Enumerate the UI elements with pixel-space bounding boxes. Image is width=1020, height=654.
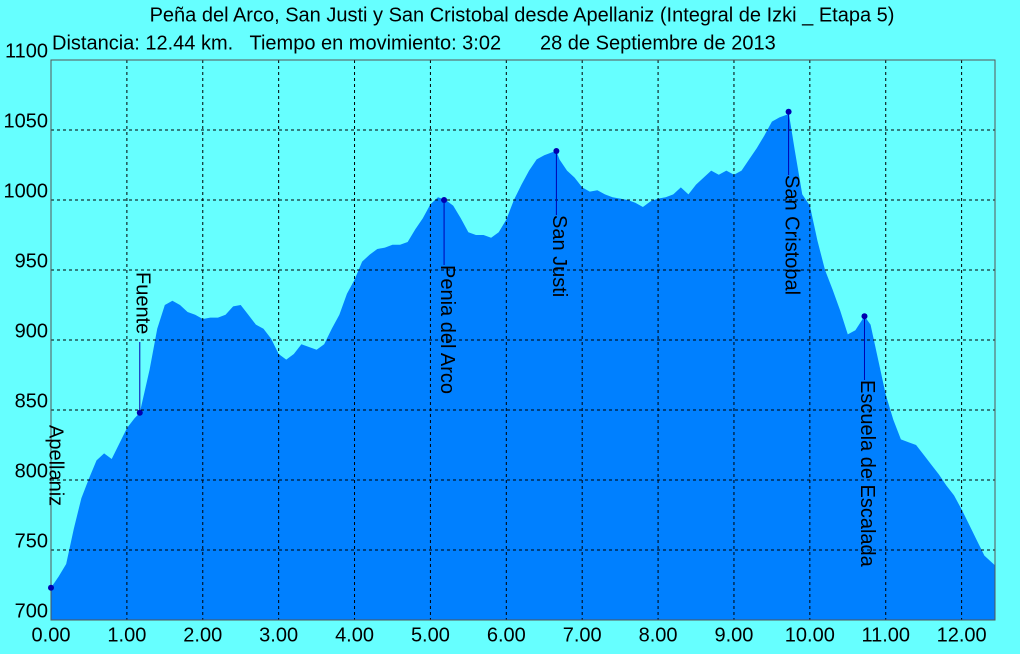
waypoint-label: Penia del Arco xyxy=(436,265,458,394)
waypoint-label: San Cristobal xyxy=(780,175,802,295)
y-tick-label: 1100 xyxy=(5,40,48,62)
chart-subtitle: Distancia: 12.44 km. Tiempo en movimient… xyxy=(52,32,776,54)
x-tick-label: 0.00 xyxy=(32,624,71,646)
x-tick-label: 9.00 xyxy=(714,624,753,646)
chart-title: Peña del Arco, San Justi y San Cristobal… xyxy=(150,4,895,26)
y-tick-label: 750 xyxy=(15,530,48,552)
waypoint-marker xyxy=(441,197,448,203)
y-tick-label: 900 xyxy=(15,320,48,342)
waypoint-marker xyxy=(136,409,143,416)
elevation-area xyxy=(51,111,995,621)
x-tick-label: 4.00 xyxy=(335,624,374,646)
waypoint-label: Fuente xyxy=(132,272,154,334)
waypoint-marker xyxy=(553,148,560,154)
x-tick-label: 8.00 xyxy=(639,624,678,646)
plot-border xyxy=(50,59,996,621)
x-tick-label: 12.00 xyxy=(937,624,987,646)
x-tick-label: 10.00 xyxy=(785,624,835,646)
y-tick-label: 1000 xyxy=(4,180,49,202)
x-tick-label: 11.00 xyxy=(861,624,910,646)
x-tick-label: 3.00 xyxy=(259,624,298,646)
y-tick-label: 800 xyxy=(15,460,48,482)
waypoint-marker xyxy=(785,108,792,115)
waypoint-label: Apellaniz xyxy=(45,425,67,506)
waypoint-marker xyxy=(861,313,868,320)
waypoint-label: San Justi xyxy=(548,215,570,297)
y-tick-label: 700 xyxy=(15,600,48,622)
waypoint-label: Escuela de Escalada xyxy=(856,380,878,568)
y-tick-label: 850 xyxy=(15,390,48,412)
y-tick-label: 950 xyxy=(15,250,48,272)
x-tick-label: 2.00 xyxy=(183,624,222,646)
y-tick-label: 1050 xyxy=(4,110,49,132)
x-tick-label: 6.00 xyxy=(487,624,526,646)
x-tick-label: 5.00 xyxy=(411,624,450,646)
x-tick-label: 7.00 xyxy=(563,624,602,646)
x-tick-label: 1.00 xyxy=(107,624,146,646)
waypoint-marker xyxy=(48,584,54,591)
